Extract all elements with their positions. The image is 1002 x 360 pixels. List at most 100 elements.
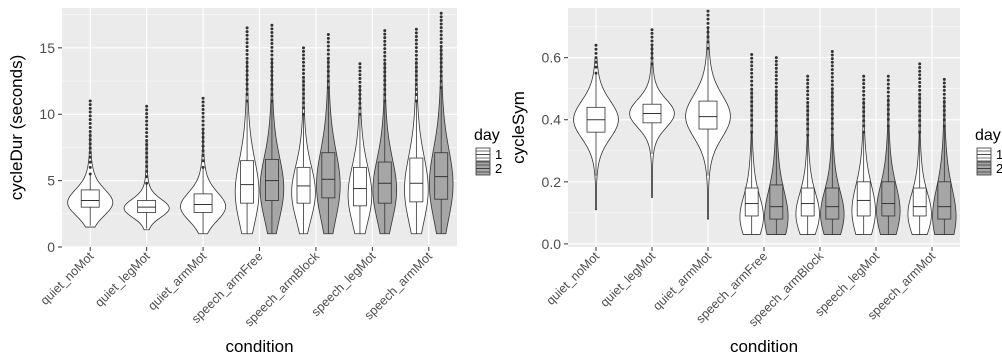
- outlier-point: [918, 118, 922, 122]
- outlier-point: [88, 103, 92, 107]
- outlier-point: [145, 135, 149, 139]
- outlier-point: [358, 92, 362, 96]
- outlier-point: [383, 78, 387, 82]
- outlier-point: [383, 66, 387, 70]
- outlier-point: [245, 49, 249, 53]
- violin-speech_armBlock-day1: [795, 74, 820, 235]
- outlier-point: [414, 65, 418, 69]
- outlier-point: [750, 71, 754, 75]
- outlier-point: [918, 124, 922, 128]
- outlier-point: [245, 65, 249, 69]
- outlier-point: [862, 130, 866, 134]
- outlier-point: [706, 35, 710, 39]
- outlier-point: [750, 104, 754, 108]
- outlier-point: [245, 73, 249, 77]
- chart-1-ytick-label: 5: [47, 173, 55, 189]
- outlier-point: [918, 109, 922, 113]
- outlier-point: [650, 56, 654, 60]
- outlier-point: [806, 133, 810, 137]
- chart-1-xtick-label: quiet_noMot: [38, 249, 97, 308]
- chart-2-ytick-label: 0.0: [542, 236, 562, 252]
- outlier-point: [830, 103, 834, 107]
- outlier-point: [414, 57, 418, 61]
- violin-speech_armBlock-day2: [820, 49, 845, 235]
- outlier-point: [88, 122, 92, 126]
- outlier-point: [830, 133, 834, 137]
- box: [881, 181, 896, 217]
- outlier-point: [270, 99, 274, 103]
- outlier-point: [270, 82, 274, 86]
- outlier-point: [862, 101, 866, 105]
- outlier-point: [201, 165, 205, 169]
- outlier-point: [245, 30, 249, 34]
- outlier-point: [862, 119, 866, 123]
- chart-1-y-axis-title: cycleDur (seconds): [7, 55, 26, 201]
- outlier-point: [774, 66, 778, 70]
- outlier-point: [201, 104, 205, 108]
- outlier-point: [326, 79, 330, 83]
- outlier-point: [886, 117, 890, 121]
- outlier-point: [918, 73, 922, 77]
- outlier-point: [918, 88, 922, 92]
- outlier-point: [862, 85, 866, 89]
- outlier-point: [774, 81, 778, 85]
- outlier-point: [750, 100, 754, 104]
- outlier-point: [245, 56, 249, 60]
- outlier-point: [383, 50, 387, 54]
- box: [377, 161, 392, 204]
- outlier-point: [326, 48, 330, 52]
- violin-speech_armMot-day2: [932, 77, 957, 235]
- outlier-point: [806, 101, 810, 105]
- violin-quiet_noMot-day1: [573, 43, 619, 211]
- box: [240, 160, 255, 204]
- outlier-point: [270, 69, 274, 73]
- outlier-point: [774, 119, 778, 123]
- outlier-point: [358, 76, 362, 80]
- outlier-point: [245, 52, 249, 56]
- outlier-point: [830, 49, 834, 53]
- outlier-point: [302, 106, 306, 110]
- outlier-point: [774, 114, 778, 118]
- outlier-point: [270, 34, 274, 38]
- outlier-point: [439, 37, 443, 41]
- outlier-point: [145, 139, 149, 143]
- outlier-point: [245, 41, 249, 45]
- outlier-point: [145, 108, 149, 112]
- violin-speech_legMot-day2: [876, 74, 901, 235]
- outlier-point: [806, 85, 810, 89]
- outlier-point: [358, 88, 362, 92]
- outlier-point: [706, 26, 710, 30]
- outlier-point: [806, 97, 810, 101]
- outlier-point: [201, 123, 205, 127]
- outlier-point: [88, 165, 92, 169]
- chart-1-ytick-label: 0: [47, 239, 55, 255]
- violin-speech_armMot-day2: [428, 11, 454, 235]
- legend-label-day2: 2: [996, 161, 1002, 176]
- outlier-point: [830, 57, 834, 61]
- violin-speech_armFree-day1: [234, 26, 260, 235]
- outlier-point: [439, 56, 443, 60]
- outlier-point: [806, 109, 810, 113]
- outlier-point: [439, 69, 443, 73]
- outlier-point: [383, 54, 387, 58]
- outlier-point: [245, 33, 249, 37]
- outlier-point: [942, 85, 946, 89]
- outlier-point: [88, 155, 92, 159]
- legend-title: day: [975, 127, 1001, 144]
- outlier-point: [201, 154, 205, 158]
- outlier-point: [439, 22, 443, 26]
- outlier-point: [942, 92, 946, 96]
- outlier-point: [302, 79, 306, 83]
- outlier-point: [862, 105, 866, 109]
- outlier-point: [706, 9, 710, 13]
- outlier-point: [830, 107, 834, 111]
- outlier-point: [886, 90, 890, 94]
- outlier-point: [358, 65, 362, 69]
- outlier-point: [439, 18, 443, 22]
- box: [856, 181, 871, 217]
- violin-speech_armFree-day2: [259, 23, 285, 235]
- outlier-point: [918, 84, 922, 88]
- outlier-point: [302, 46, 306, 50]
- outlier-point: [201, 140, 205, 144]
- outlier-point: [830, 117, 834, 121]
